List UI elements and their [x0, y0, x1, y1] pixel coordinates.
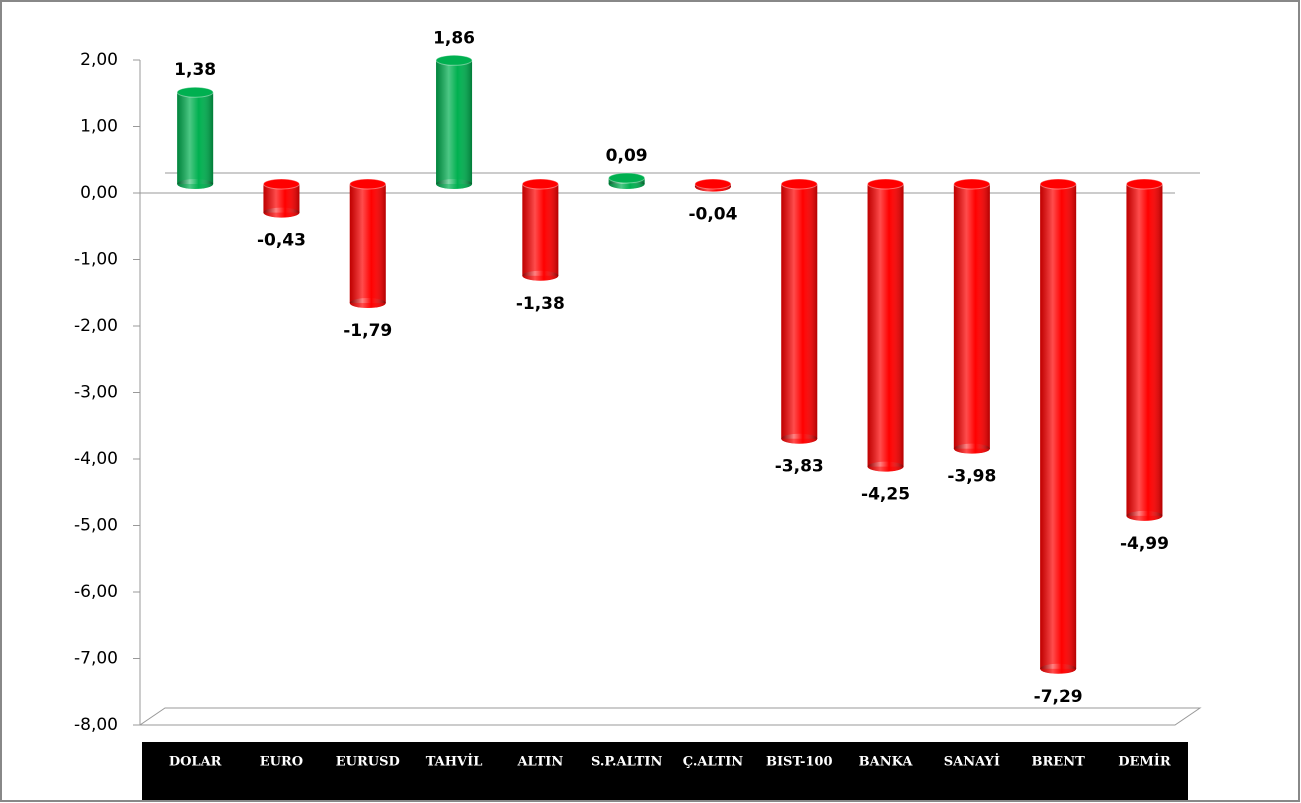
value-label: -1,38: [516, 294, 565, 314]
x-tick-label: BIST-100: [766, 755, 833, 770]
y-tick-label: -1,00: [74, 250, 118, 270]
bar-cap-top: [780, 178, 818, 190]
bar-cap-bottom-shade: [349, 298, 386, 309]
y-tick-label: 2,00: [80, 50, 118, 70]
bar-shade: [953, 184, 990, 449]
value-label: -7,29: [1034, 687, 1083, 707]
y-tick-label: -8,00: [74, 715, 118, 735]
bar-cap-bottom-shade: [953, 443, 990, 454]
x-tick-label: TAHVİL: [426, 754, 483, 770]
bar-cap-top: [1125, 178, 1163, 190]
bar-shade: [349, 184, 386, 304]
bar-cap-bottom-shade: [867, 461, 904, 472]
x-tick-label: BANKA: [859, 755, 914, 770]
bar-cap-bottom-shade: [263, 207, 300, 218]
x-tick-label: BRENT: [1032, 755, 1086, 770]
bar-shade: [436, 60, 473, 185]
bar-cap-bottom-shade: [436, 179, 473, 189]
category-band: [142, 742, 1188, 800]
bar-cap-top: [953, 178, 991, 190]
x-tick-label: DOLAR: [169, 755, 222, 770]
bar-cap-top: [608, 172, 646, 184]
value-label: 1,86: [433, 28, 475, 48]
bar-cap-bottom-shade: [177, 179, 214, 189]
bar-cap-top: [349, 178, 387, 190]
bar-cap-top: [176, 86, 214, 98]
value-label: -3,98: [947, 467, 996, 487]
bar-cap-bottom-shade: [1126, 510, 1163, 521]
bar-shade: [177, 92, 214, 184]
value-label: -0,04: [688, 205, 737, 225]
bar-shade: [1126, 184, 1163, 516]
x-tick-label: SANAYİ: [944, 754, 1000, 770]
bar-cap-bottom-shade: [522, 270, 559, 281]
x-tick-label: EURUSD: [336, 755, 400, 770]
y-tick-label: -6,00: [74, 582, 118, 602]
value-label: -4,99: [1120, 534, 1169, 554]
bar-shade: [781, 184, 818, 439]
bar-cap-top: [1039, 178, 1077, 190]
value-label: -3,83: [775, 457, 824, 477]
bar-cap-top: [435, 54, 473, 66]
bar-shade: [867, 184, 904, 467]
y-tick-label: -3,00: [74, 383, 118, 403]
value-label: -0,43: [257, 231, 306, 251]
bar-cap-top: [694, 178, 732, 190]
x-tick-label: DEMİR: [1118, 754, 1171, 770]
y-tick-label: -7,00: [74, 649, 118, 669]
x-tick-label: S.P.ALTIN: [591, 755, 663, 770]
y-tick-label: -2,00: [74, 316, 118, 336]
bar-cap-bottom-shade: [1040, 663, 1077, 674]
bar-cap-top: [521, 178, 559, 190]
bar-cap-top: [867, 178, 905, 190]
value-label: -4,25: [861, 485, 910, 505]
floor: [138, 707, 1202, 726]
bar-cap-top: [262, 178, 300, 190]
x-tick-label: Ç.ALTIN: [683, 755, 744, 770]
y-tick-label: -4,00: [74, 449, 118, 469]
x-tick-label: EURO: [260, 755, 303, 770]
y-tick-label: 0,00: [80, 183, 118, 203]
value-label: 1,38: [174, 60, 216, 80]
bar-cap-bottom-shade: [781, 433, 818, 444]
y-tick-label: -5,00: [74, 516, 118, 536]
value-label: 0,09: [606, 146, 648, 166]
bar-shade: [522, 184, 559, 276]
x-tick-label: ALTIN: [516, 755, 563, 770]
bar-shade: [1040, 184, 1077, 669]
y-tick-label: 1,00: [80, 117, 118, 137]
value-label: -1,79: [343, 321, 392, 341]
